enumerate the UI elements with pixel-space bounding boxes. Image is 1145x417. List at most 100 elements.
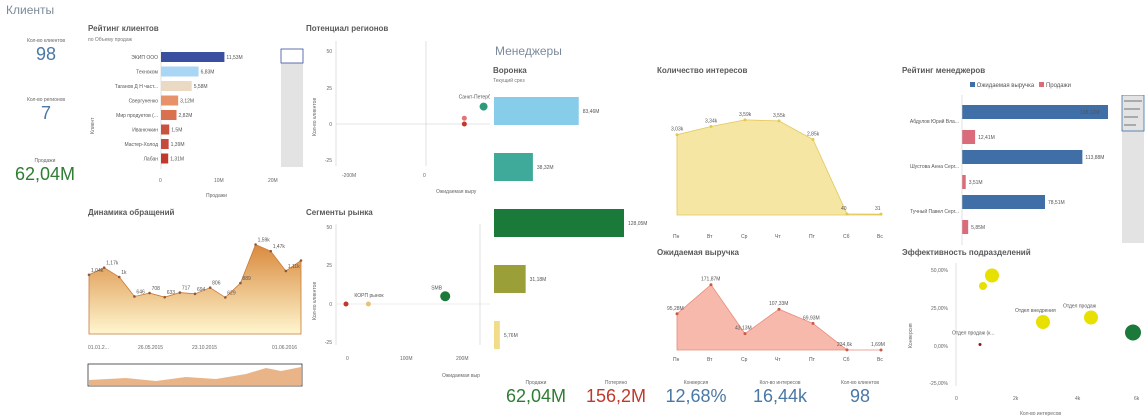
efficiency-xtick: 2k bbox=[1013, 396, 1019, 402]
segment-point-label: КОРП рынок bbox=[354, 293, 384, 299]
efficiency-points: Отдел внедрения Отдел продаж Отдел продаж … bbox=[952, 268, 1141, 346]
client-bar bbox=[161, 124, 170, 135]
kpi-value: 7 bbox=[40, 103, 51, 123]
interests-xtick: Пн bbox=[673, 234, 680, 240]
manager-kpi-lost[interactable]: Потеряно 156,2M bbox=[576, 380, 656, 407]
dynamics-title: Динамика обращений bbox=[88, 208, 175, 217]
manager-bar-value: 138,12M bbox=[1080, 110, 1099, 116]
client-rating-xlabel: Продажи bbox=[206, 193, 227, 199]
efficiency-point bbox=[1125, 324, 1141, 341]
dynamics-point-label: 806 bbox=[212, 281, 221, 287]
expected-point-label: 171,87M bbox=[701, 277, 720, 283]
expected-area-fill bbox=[676, 284, 882, 351]
potential-chart[interactable]: Кол-во клиентов 50 25 0 -25 Санкт-Петерб… bbox=[302, 36, 492, 201]
legend-swatch-expected bbox=[970, 82, 975, 87]
client-bar-value: 6,83M bbox=[201, 70, 215, 76]
manager-rating-scrollbar bbox=[1122, 95, 1144, 243]
funnel-bar-label: 5,76M bbox=[504, 333, 518, 339]
kpi-label: Конверсия bbox=[683, 380, 709, 386]
expected-point bbox=[709, 283, 713, 287]
client-bar-category: Лабан bbox=[144, 157, 159, 163]
segment-point-label: SMB bbox=[431, 285, 443, 291]
dynamics-range-preview bbox=[89, 367, 301, 385]
funnel-chart[interactable]: 83,46M 38,32M 128,05M 31,18M 5,76M bbox=[490, 85, 655, 360]
client-bar-value: 1,39M bbox=[171, 142, 185, 148]
interests-xtick: Чт bbox=[775, 234, 781, 240]
client-bar-value: 1,31M bbox=[170, 157, 184, 163]
manager-rating-bars: Абдулов Юрий Вла... 138,12M 12,41M Шустова … bbox=[910, 105, 1109, 234]
interests-point-label: 2,85k bbox=[807, 131, 820, 137]
funnel-bar bbox=[494, 265, 526, 293]
kpi-sales[interactable]: Продажи 62,04M bbox=[6, 158, 84, 185]
manager-bar bbox=[962, 195, 1045, 209]
funnel-subtitle: Текущий срез bbox=[493, 78, 525, 84]
interests-xtick: Вт bbox=[707, 234, 713, 240]
manager-bar-value: 12,41M bbox=[978, 135, 995, 141]
segment-point bbox=[365, 301, 371, 307]
potential-ytick: 0 bbox=[329, 122, 332, 128]
kpi-label: Кол-во клиентов bbox=[840, 380, 880, 386]
kpi-value: 12,68% bbox=[665, 386, 727, 406]
dynamics-point bbox=[254, 243, 257, 246]
interests-point-label: 3,55k bbox=[773, 113, 786, 119]
expected-point-label: 1,69M bbox=[871, 342, 885, 348]
dynamics-point-label: 629 bbox=[227, 290, 236, 296]
interests-xtick: Вс bbox=[877, 234, 883, 240]
dynamics-point-label: 1k bbox=[121, 270, 127, 276]
client-bar-value: 3,12M bbox=[180, 99, 194, 105]
expected-xtick: Ср bbox=[741, 357, 748, 363]
kpi-label: Кол-во клиентов bbox=[26, 38, 66, 44]
manager-rating-chart[interactable]: Абдулов Юрий Вла... 138,12M 12,41M Шустова … bbox=[900, 95, 1145, 245]
interests-point bbox=[675, 133, 679, 137]
potential-point bbox=[479, 102, 488, 111]
client-rating-chart[interactable]: Клиент ЭКИП ООО 11,53M Техноком 6,83M Тагано… bbox=[86, 44, 306, 204]
interests-chart[interactable]: 3,03k Пн 3,34k Вт 3,59k Ср 3,55k Чт 2,85k Пт 40 Сб 3… bbox=[655, 85, 895, 245]
dynamics-point bbox=[223, 296, 227, 299]
manager-kpi-clients[interactable]: Кол-во клиентов 98 bbox=[822, 380, 898, 407]
segments-ytick: 25 bbox=[326, 263, 332, 269]
expected-point bbox=[811, 321, 815, 325]
segments-points: КОРП рынок SMB bbox=[343, 285, 451, 307]
client-rating-xtick: 0 bbox=[159, 178, 162, 184]
manager-kpi-conversion[interactable]: Конверсия 12,68% bbox=[656, 380, 736, 407]
potential-point bbox=[461, 121, 467, 127]
expected-chart[interactable]: 95,28M Пн 171,87M Вт 43,13M Ср 107,33M Чт 69,93M… bbox=[655, 262, 895, 372]
dynamics-xtick: 01.01.2... bbox=[88, 345, 109, 351]
client-rating-title: Рейтинг клиентов bbox=[88, 24, 159, 33]
client-bar-category: Иванючкин bbox=[132, 128, 158, 134]
client-bar bbox=[161, 66, 199, 77]
manager-rating-scroll-thumb bbox=[1121, 95, 1145, 132]
interests-area-fill bbox=[676, 119, 882, 216]
expected-xtick: Пн bbox=[673, 357, 680, 363]
segment-point bbox=[343, 301, 349, 307]
dynamics-point-label: 646 bbox=[136, 289, 145, 295]
kpi-value: 16,44k bbox=[752, 386, 808, 406]
efficiency-point bbox=[979, 282, 987, 290]
legend-label: Ожидаемая выручка bbox=[976, 83, 1035, 89]
dynamics-point bbox=[269, 249, 273, 253]
dynamics-point-label: 889 bbox=[242, 276, 251, 282]
client-bar-category: Таганов Д Н част... bbox=[115, 84, 158, 90]
client-rating-xtick: 10M bbox=[214, 178, 224, 184]
efficiency-ylabel: Конверсия bbox=[908, 323, 914, 348]
efficiency-ytick: 50,00% bbox=[931, 268, 949, 274]
efficiency-chart[interactable]: Конверсия 50,00% 25,00% 0,00% -25,00% От… bbox=[900, 258, 1145, 417]
client-bar bbox=[161, 95, 179, 106]
client-rating-xtick: 20M bbox=[268, 178, 278, 184]
expected-point bbox=[845, 348, 849, 352]
client-bar-category: ЭКИП ООО bbox=[131, 55, 158, 61]
client-bar bbox=[161, 110, 177, 120]
dynamics-point-label: 633 bbox=[167, 290, 176, 296]
dynamics-point bbox=[193, 292, 197, 296]
manager-kpi-sales[interactable]: Продажи 62,04M bbox=[496, 380, 576, 407]
funnel-bar bbox=[494, 153, 533, 181]
interests-point bbox=[845, 212, 849, 216]
kpi-clients[interactable]: Кол-во клиентов 98 bbox=[14, 38, 78, 65]
kpi-regions[interactable]: Кол-во регионов 7 bbox=[14, 97, 78, 124]
manager-kpi-interests[interactable]: Кол-во интересов 16,44k bbox=[738, 380, 822, 407]
segments-chart[interactable]: Кол-во клиентов 50 25 0 -25 КОРП рынок SM… bbox=[302, 220, 492, 385]
efficiency-point bbox=[985, 268, 999, 283]
expected-point-label: 69,93M bbox=[803, 315, 820, 321]
dynamics-area-fill bbox=[88, 244, 302, 335]
